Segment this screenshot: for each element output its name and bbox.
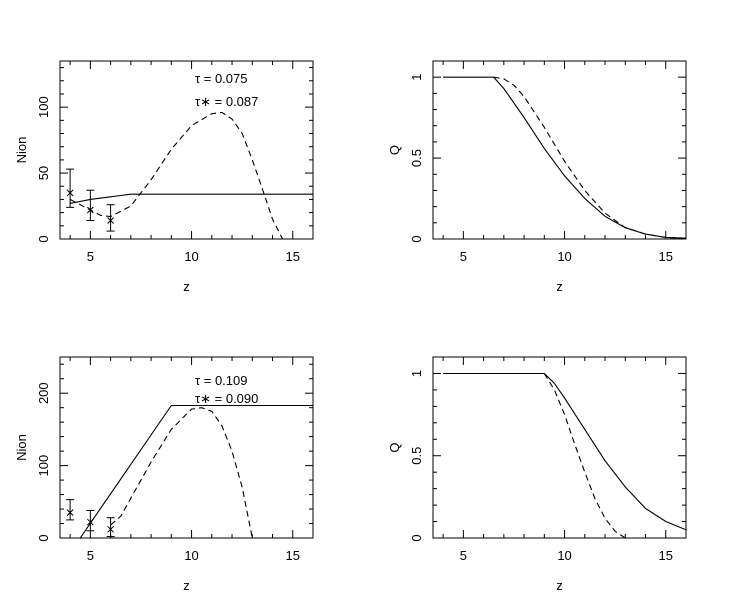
x-axis-label: z [556,279,563,294]
annotation: τ∗ = 0.090 [195,391,258,406]
x-tick-label: 15 [659,249,673,264]
error-bar-point [66,168,75,208]
data-point-marker [87,518,94,526]
x-axis-label: z [183,279,190,294]
solid-series-line [69,193,313,204]
x-tick-label: 10 [557,249,571,264]
error-bar-point [106,517,115,538]
x-tick-label: 5 [460,249,467,264]
x-tick-label: 15 [659,548,673,563]
y-tick-label: 0 [36,235,51,242]
y-axis-label: Nion [14,137,29,164]
plot-frame [432,356,687,539]
error-bar-point [86,509,95,532]
solid-series-line [443,372,686,531]
chart-panel-3: 5 10 15 0 100 200 z Nion τ = 0.109 τ∗ = 0.090 [14,356,314,593]
annotation: τ = 0.075 [195,71,247,86]
x-tick-label: 10 [557,548,571,563]
x-tick-label: 10 [184,548,198,563]
dashed-series-line [493,76,686,239]
data-point-marker [66,189,74,197]
plot-frame [59,60,314,240]
dashed-series-line [110,407,253,538]
y-tick-label: 0 [409,235,424,242]
plot-frame [432,60,687,240]
annotation: τ∗ = 0.087 [195,94,258,109]
x-tick-label: 15 [286,548,300,563]
chart-panel-1: 5 10 15 0 50 100 z Nion τ = 0.075 τ∗ = 0.087 [14,60,314,294]
x-tick-label: 5 [460,548,467,563]
x-tick-label: 15 [286,249,300,264]
y-tick-label: 100 [36,455,51,477]
error-bar-point [106,204,115,232]
y-tick-label: 1 [409,74,424,81]
y-tick-label: 1 [409,370,424,377]
y-tick-label: 200 [36,382,51,404]
chart-panel-4: 5 10 15 0 0.5 1 z Q [387,356,687,593]
data-point-marker [107,217,114,224]
y-tick-label: 0 [36,534,51,541]
x-tick-label: 5 [87,249,94,264]
dashed-series-line [543,373,626,538]
chart-panel-2: 5 10 15 0 0.5 1 z Q [387,60,687,294]
data-point-marker [87,206,94,214]
y-axis-label: Q [387,145,402,155]
x-axis-label: z [183,578,190,593]
solid-series-line [79,404,313,538]
y-tick-label: 50 [36,166,51,180]
y-tick-label: 0.5 [409,447,424,465]
plot-frame [59,356,314,539]
y-tick-label: 0.5 [409,149,424,167]
y-tick-label: 0 [409,534,424,541]
error-bar-point [86,189,95,222]
y-axis-label: Q [387,442,402,452]
y-tick-label: 100 [36,96,51,118]
dashed-series-line [69,111,284,239]
y-axis-label: Nion [14,434,29,461]
data-point-marker [107,525,114,533]
annotation: τ = 0.109 [195,373,247,388]
x-axis-label: z [556,578,563,593]
data-point-marker [66,509,74,517]
x-tick-label: 10 [184,249,198,264]
solid-series-line [443,76,686,239]
error-bar-point [66,499,75,521]
x-tick-label: 5 [87,548,94,563]
